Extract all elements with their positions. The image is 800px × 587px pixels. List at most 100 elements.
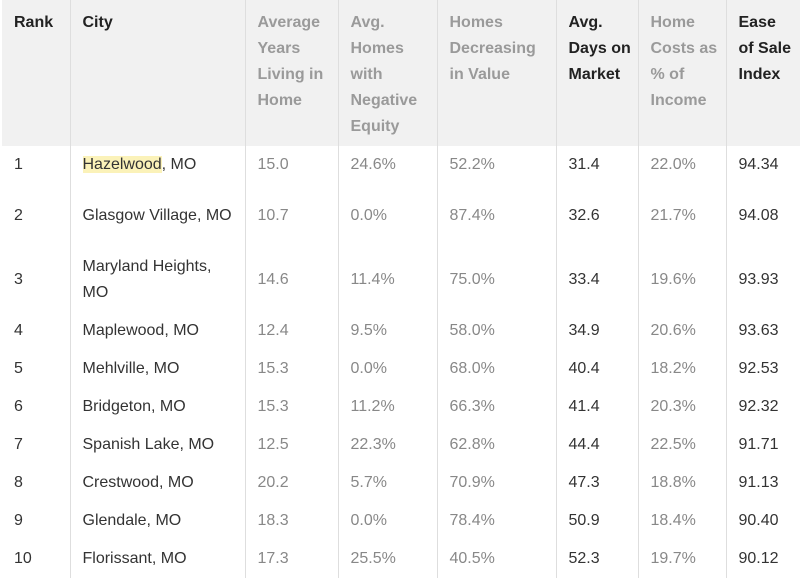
header-negative-equity: Avg. Homes with Negative Equity xyxy=(337,0,437,146)
city-name: Maplewood, MO xyxy=(82,322,200,339)
rank-cell: 10 xyxy=(14,550,32,567)
costs-cell: 20.6% xyxy=(637,312,726,350)
decreasing-cell: 58.0% xyxy=(436,312,556,350)
days-cell: 33.4 xyxy=(555,248,638,312)
costs-cell: 21.7% xyxy=(637,184,726,248)
decreasing-cell: 62.8% xyxy=(436,426,556,464)
decreasing-cell: 87.4% xyxy=(436,184,556,248)
header-ease-of-sale: Ease of Sale Index xyxy=(725,0,800,146)
header-homes-decreasing: Homes Decreasing in Value xyxy=(436,0,556,146)
days-cell: 52.3 xyxy=(555,540,638,578)
decreasing-cell: 75.0% xyxy=(436,248,556,312)
index-cell: 92.32 xyxy=(725,388,800,426)
decreasing-cell: 70.9% xyxy=(436,464,556,502)
index-cell: 93.63 xyxy=(725,312,800,350)
table-row: 6 Bridgeton, MO 15.3 11.2% 66.3% 41.4 20… xyxy=(2,388,800,426)
rank-cell: 4 xyxy=(14,322,23,339)
header-city: City xyxy=(69,0,245,146)
city-cell: Hazelwood, MO xyxy=(69,146,245,184)
days-cell: 32.6 xyxy=(555,184,638,248)
rank-cell: 3 xyxy=(14,271,23,288)
table-row: 3 Maryland Heights, MO 14.6 11.4% 75.0% … xyxy=(2,248,800,312)
years-cell: 14.6 xyxy=(244,248,338,312)
rank-cell: 2 xyxy=(14,207,23,224)
index-cell: 93.93 xyxy=(725,248,800,312)
table-row: 10 Florissant, MO 17.3 25.5% 40.5% 52.3 … xyxy=(2,540,800,578)
table-row: 8 Crestwood, MO 20.2 5.7% 70.9% 47.3 18.… xyxy=(2,464,800,502)
rank-cell: 7 xyxy=(14,436,23,453)
costs-cell: 22.0% xyxy=(637,146,726,184)
negative-equity-cell: 0.0% xyxy=(337,350,437,388)
city-cell: Maplewood, MO xyxy=(69,312,245,350)
city-name: Spanish Lake, MO xyxy=(82,436,215,453)
city-name: Maryland Heights, MO xyxy=(82,258,212,301)
city-cell: Maryland Heights, MO xyxy=(69,248,245,312)
city-name: Crestwood, MO xyxy=(82,474,194,491)
header-average-years: Average Years Living in Home xyxy=(244,0,338,146)
city-name: Glendale, MO xyxy=(82,512,182,529)
days-cell: 31.4 xyxy=(555,146,638,184)
costs-cell: 20.3% xyxy=(637,388,726,426)
years-cell: 12.5 xyxy=(244,426,338,464)
rank-cell: 6 xyxy=(14,398,23,415)
header-row: Rank City Average Years Living in Home A… xyxy=(2,0,800,146)
table-row: 1 Hazelwood, MO 15.0 24.6% 52.2% 31.4 22… xyxy=(2,146,800,184)
days-cell: 40.4 xyxy=(555,350,638,388)
rank-cell: 9 xyxy=(14,512,23,529)
city-cell: Bridgeton, MO xyxy=(69,388,245,426)
index-cell: 91.13 xyxy=(725,464,800,502)
days-cell: 50.9 xyxy=(555,502,638,540)
city-name: Glasgow Village, MO xyxy=(82,207,232,224)
negative-equity-cell: 0.0% xyxy=(337,184,437,248)
years-cell: 20.2 xyxy=(244,464,338,502)
city-cell: Glendale, MO xyxy=(69,502,245,540)
decreasing-cell: 40.5% xyxy=(436,540,556,578)
costs-cell: 18.2% xyxy=(637,350,726,388)
negative-equity-cell: 22.3% xyxy=(337,426,437,464)
costs-cell: 18.4% xyxy=(637,502,726,540)
header-home-costs: Home Costs as % of Income xyxy=(637,0,726,146)
negative-equity-cell: 0.0% xyxy=(337,502,437,540)
table-row: 2 Glasgow Village, MO 10.7 0.0% 87.4% 32… xyxy=(2,184,800,248)
days-cell: 44.4 xyxy=(555,426,638,464)
header-rank: Rank xyxy=(2,0,70,146)
table-row: 4 Maplewood, MO 12.4 9.5% 58.0% 34.9 20.… xyxy=(2,312,800,350)
city-name: Mehlville, MO xyxy=(82,360,180,377)
years-cell: 15.3 xyxy=(244,388,338,426)
index-cell: 91.71 xyxy=(725,426,800,464)
decreasing-cell: 52.2% xyxy=(436,146,556,184)
negative-equity-cell: 11.2% xyxy=(337,388,437,426)
city-cell: Glasgow Village, MO xyxy=(69,184,245,248)
years-cell: 17.3 xyxy=(244,540,338,578)
city-highlight: Hazelwood xyxy=(82,156,162,173)
years-cell: 10.7 xyxy=(244,184,338,248)
negative-equity-cell: 9.5% xyxy=(337,312,437,350)
negative-equity-cell: 5.7% xyxy=(337,464,437,502)
negative-equity-cell: 24.6% xyxy=(337,146,437,184)
city-name: , MO xyxy=(161,156,197,173)
negative-equity-cell: 11.4% xyxy=(337,248,437,312)
years-cell: 15.3 xyxy=(244,350,338,388)
rank-cell: 8 xyxy=(14,474,23,491)
negative-equity-cell: 25.5% xyxy=(337,540,437,578)
rank-cell: 1 xyxy=(14,156,23,173)
table-row: 5 Mehlville, MO 15.3 0.0% 68.0% 40.4 18.… xyxy=(2,350,800,388)
costs-cell: 18.8% xyxy=(637,464,726,502)
city-cell: Spanish Lake, MO xyxy=(69,426,245,464)
years-cell: 18.3 xyxy=(244,502,338,540)
decreasing-cell: 68.0% xyxy=(436,350,556,388)
costs-cell: 19.7% xyxy=(637,540,726,578)
costs-cell: 19.6% xyxy=(637,248,726,312)
city-name: Bridgeton, MO xyxy=(82,398,186,415)
days-cell: 34.9 xyxy=(555,312,638,350)
days-cell: 47.3 xyxy=(555,464,638,502)
table-row: 9 Glendale, MO 18.3 0.0% 78.4% 50.9 18.4… xyxy=(2,502,800,540)
city-cell: Florissant, MO xyxy=(69,540,245,578)
index-cell: 90.12 xyxy=(725,540,800,578)
years-cell: 15.0 xyxy=(244,146,338,184)
decreasing-cell: 66.3% xyxy=(436,388,556,426)
index-cell: 94.08 xyxy=(725,184,800,248)
costs-cell: 22.5% xyxy=(637,426,726,464)
index-cell: 94.34 xyxy=(725,146,800,184)
